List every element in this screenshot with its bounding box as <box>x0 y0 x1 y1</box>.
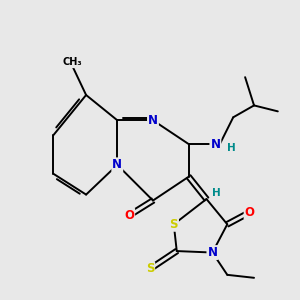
Text: S: S <box>169 218 178 231</box>
Text: S: S <box>146 262 154 275</box>
Text: O: O <box>124 209 134 222</box>
Text: CH₃: CH₃ <box>63 57 83 67</box>
Text: N: N <box>112 158 122 171</box>
Text: N: N <box>210 138 220 151</box>
Text: O: O <box>244 206 255 219</box>
Text: N: N <box>148 114 158 127</box>
Text: H: H <box>212 188 221 198</box>
Text: N: N <box>207 246 218 259</box>
Text: H: H <box>227 142 236 153</box>
